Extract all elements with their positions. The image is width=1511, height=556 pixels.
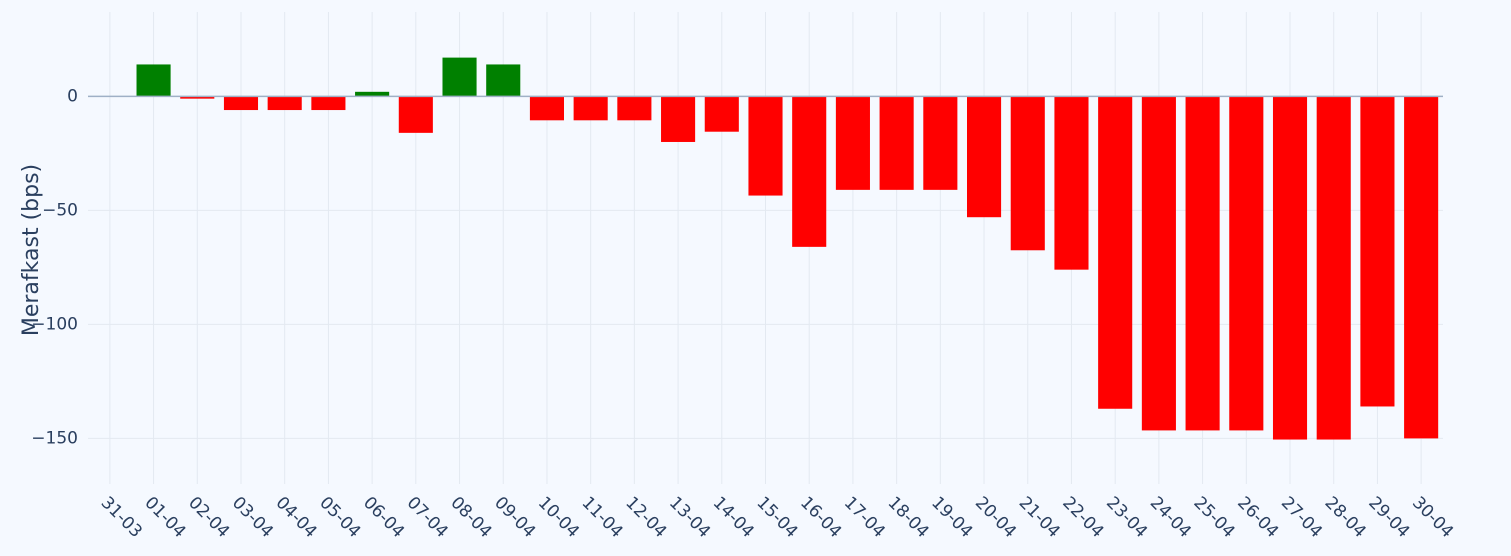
- bar: [1316, 96, 1351, 440]
- bar: [180, 96, 215, 99]
- bar: [1404, 96, 1439, 439]
- bar: [529, 96, 564, 121]
- bar: [1185, 96, 1220, 431]
- bar: [486, 64, 521, 97]
- bar: [573, 96, 608, 121]
- bar: [967, 96, 1002, 218]
- bar: [792, 96, 827, 247]
- bar: [136, 64, 171, 97]
- y-axis-label: Merafkast (bps): [19, 164, 44, 336]
- bar: [617, 96, 652, 121]
- bar: [267, 96, 302, 111]
- bar: [1141, 96, 1176, 431]
- bar: [311, 96, 346, 111]
- bar: [398, 96, 433, 133]
- y-tick-label: 0: [67, 86, 78, 106]
- y-tick-label: −150: [31, 428, 78, 448]
- y-tick-label: −50: [42, 200, 78, 220]
- bar: [223, 96, 259, 111]
- bar: [1054, 96, 1089, 270]
- y-tick-label: −100: [31, 314, 78, 334]
- bar: [661, 96, 696, 142]
- bar: [442, 57, 477, 97]
- bar: [1098, 96, 1133, 409]
- bar: [355, 91, 390, 97]
- bar: [923, 96, 958, 190]
- bar: [1272, 96, 1308, 440]
- bar: [748, 96, 783, 196]
- bar: [1010, 96, 1045, 251]
- bar: [1229, 96, 1264, 431]
- bar: [879, 96, 914, 190]
- bar: [704, 96, 739, 132]
- bar: [1360, 96, 1395, 407]
- bar: [835, 96, 870, 190]
